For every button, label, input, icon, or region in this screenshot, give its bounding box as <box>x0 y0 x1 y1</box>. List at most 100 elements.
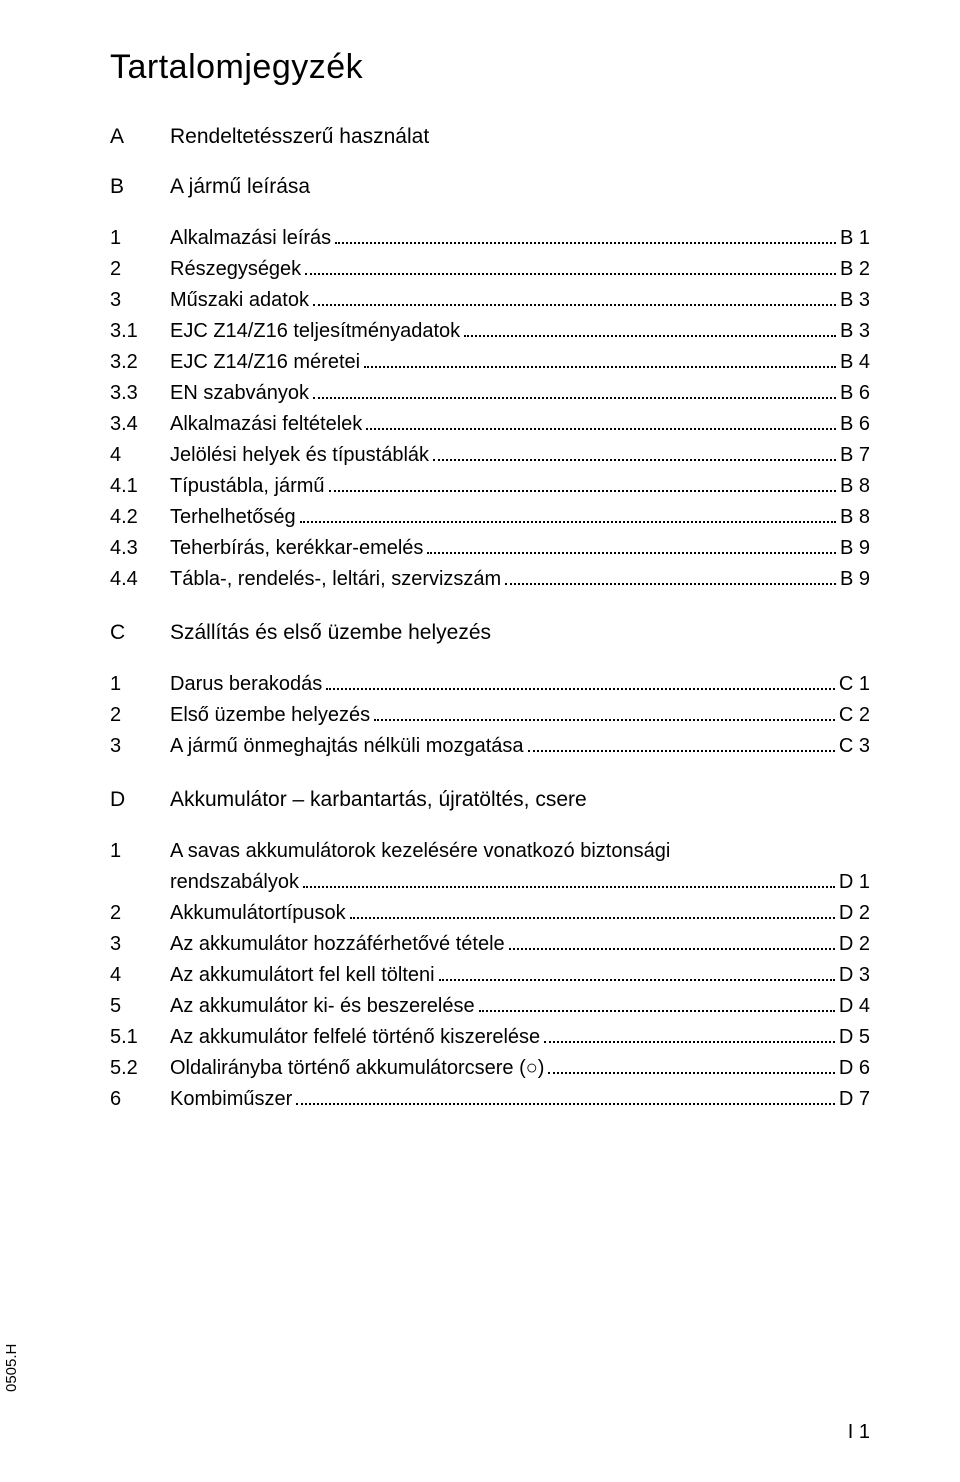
toc-entry-title: Típustábla, jármű <box>170 471 325 502</box>
toc-entry-number: 4.3 <box>110 533 170 564</box>
page-title: Tartalomjegyzék <box>110 48 870 87</box>
toc-entry-title: Tábla-, rendelés-, leltári, szervizszám <box>170 564 501 595</box>
toc-entry-title: Az akkumulátor felfelé történő kiszerelé… <box>170 1022 540 1053</box>
toc-section-label: C <box>110 621 170 645</box>
toc-entry-title: Akkumulátortípusok <box>170 898 346 929</box>
toc-entry-page: B 8 <box>840 502 870 533</box>
toc-entry-title: Kombiműszer <box>170 1084 292 1115</box>
toc-section-heading: Szállítás és első üzembe helyezés <box>170 621 870 645</box>
toc-entry-title: Műszaki adatok <box>170 285 309 316</box>
toc-entry-number: 2 <box>110 700 170 731</box>
toc-leader <box>313 304 836 306</box>
toc-entry-page: B 1 <box>840 223 870 254</box>
toc-leader <box>548 1072 834 1074</box>
toc-section-header: CSzállítás és első üzembe helyezés <box>110 621 870 645</box>
toc-entry-page: D 2 <box>839 898 870 929</box>
footer-code: 0505.H <box>3 1344 20 1392</box>
toc-entry-page: D 6 <box>839 1053 870 1084</box>
toc-entry-title: Jelölési helyek és típustáblák <box>170 440 429 471</box>
toc-leader <box>439 979 835 981</box>
toc-leader <box>427 552 836 554</box>
toc-entry-number: 3.2 <box>110 347 170 378</box>
toc-section-label: A <box>110 125 170 149</box>
toc-entry-title: Alkalmazási feltételek <box>170 409 362 440</box>
toc-entry-number: 2 <box>110 898 170 929</box>
toc-entry: 1Alkalmazási leírás B 1 <box>110 223 870 254</box>
toc-entry-title: EJC Z14/Z16 teljesítményadatok <box>170 316 460 347</box>
toc-entry-title: EN szabványok <box>170 378 309 409</box>
toc-section: CSzállítás és első üzembe helyezés1Darus… <box>110 621 870 762</box>
toc-leader <box>364 366 836 368</box>
toc-entry-page: D 4 <box>839 991 870 1022</box>
toc-leader <box>544 1041 835 1043</box>
toc-leader <box>303 886 835 888</box>
toc-section-heading: Akkumulátor – karbantartás, újratöltés, … <box>170 788 870 812</box>
toc-entry-title: Teherbírás, kerékkar-emelés <box>170 533 423 564</box>
toc-leader <box>329 490 836 492</box>
toc-entry-number: 3.1 <box>110 316 170 347</box>
toc-entry: 3.1EJC Z14/Z16 teljesítményadatok B 3 <box>110 316 870 347</box>
toc-entry: 4Jelölési helyek és típustáblákB 7 <box>110 440 870 471</box>
toc-entry-page: B 6 <box>840 378 870 409</box>
toc-leader <box>464 335 836 337</box>
toc-entry-number: 5 <box>110 991 170 1022</box>
toc-entry: 2Részegységek B 2 <box>110 254 870 285</box>
toc-entry-number: 4 <box>110 960 170 991</box>
toc-leader <box>433 459 836 461</box>
toc-entry-number: 1 <box>110 223 170 254</box>
toc-section-label: B <box>110 175 170 199</box>
toc-entry-title: rendszabályok <box>170 867 299 898</box>
toc-entry: 3.4Alkalmazási feltételekB 6 <box>110 409 870 440</box>
toc-entry: 3Műszaki adatokB 3 <box>110 285 870 316</box>
toc-entry: 4.2TerhelhetőségB 8 <box>110 502 870 533</box>
toc-leader <box>528 750 835 752</box>
toc-entry: 3.3EN szabványokB 6 <box>110 378 870 409</box>
toc-entry: 5.1Az akkumulátor felfelé történő kiszer… <box>110 1022 870 1053</box>
toc-entry-title: Részegységek <box>170 254 301 285</box>
toc-entry-page: D 7 <box>839 1084 870 1115</box>
toc-entry-title: Alkalmazási leírás <box>170 223 331 254</box>
toc-entry-page: B 2 <box>840 254 870 285</box>
toc-entry-page: D 5 <box>839 1022 870 1053</box>
toc-entry-page: B 8 <box>840 471 870 502</box>
toc-leader <box>366 428 836 430</box>
toc-leader <box>350 917 835 919</box>
toc-leader <box>300 521 836 523</box>
toc-entry-title: Az akkumulátort fel kell tölteni <box>170 960 435 991</box>
toc-entry-page: C 1 <box>839 669 870 700</box>
toc-entry-title: Oldalirányba történő akkumulátorcsere (○… <box>170 1053 544 1084</box>
toc-entry-number: 3 <box>110 929 170 960</box>
toc-entry: 2Első üzembe helyezésC 2 <box>110 700 870 731</box>
toc-entry-title: Az akkumulátor hozzáférhetővé tétele <box>170 929 505 960</box>
toc-entry-title: EJC Z14/Z16 méretei <box>170 347 360 378</box>
toc-entry: 4Az akkumulátort fel kell tölteni D 3 <box>110 960 870 991</box>
toc-entry: 2Akkumulátortípusok D 2 <box>110 898 870 929</box>
toc-entry: 4.1Típustábla, járműB 8 <box>110 471 870 502</box>
toc-leader <box>479 1010 835 1012</box>
toc-entry-page: B 3 <box>840 316 870 347</box>
toc-entry-number: 1 <box>110 669 170 700</box>
toc-entry-title: Az akkumulátor ki- és beszerelése <box>170 991 475 1022</box>
toc-entry-number: 6 <box>110 1084 170 1115</box>
toc-entry: 3.2EJC Z14/Z16 méreteiB 4 <box>110 347 870 378</box>
toc-entry-number: 2 <box>110 254 170 285</box>
toc-entry-title: Darus berakodás <box>170 669 322 700</box>
toc-section: BA jármű leírása1Alkalmazási leírásB 12R… <box>110 175 870 595</box>
toc-entry-page: B 9 <box>840 533 870 564</box>
toc-entry-page: D 3 <box>839 960 870 991</box>
toc-section-header: DAkkumulátor – karbantartás, újratöltés,… <box>110 788 870 812</box>
toc-entry-page: D 1 <box>839 867 870 898</box>
toc-section-heading: Rendeltetésszerű használat <box>170 125 870 149</box>
toc-section-label: D <box>110 788 170 812</box>
toc-leader <box>313 397 836 399</box>
toc-entry: 1A savas akkumulátorok kezelésére vonatk… <box>110 836 870 867</box>
toc-entry-page: B 9 <box>840 564 870 595</box>
toc-entry: 4.3Teherbírás, kerékkar-emelés B 9 <box>110 533 870 564</box>
toc-entry: rendszabályok D 1 <box>110 867 870 898</box>
toc-entry-page: B 7 <box>840 440 870 471</box>
toc-leader <box>335 242 836 244</box>
toc-entry-page: B 6 <box>840 409 870 440</box>
toc-entry: 4.4Tábla-, rendelés-, leltári, szervizsz… <box>110 564 870 595</box>
toc-leader <box>374 719 835 721</box>
footer-page-number: I 1 <box>848 1421 870 1444</box>
